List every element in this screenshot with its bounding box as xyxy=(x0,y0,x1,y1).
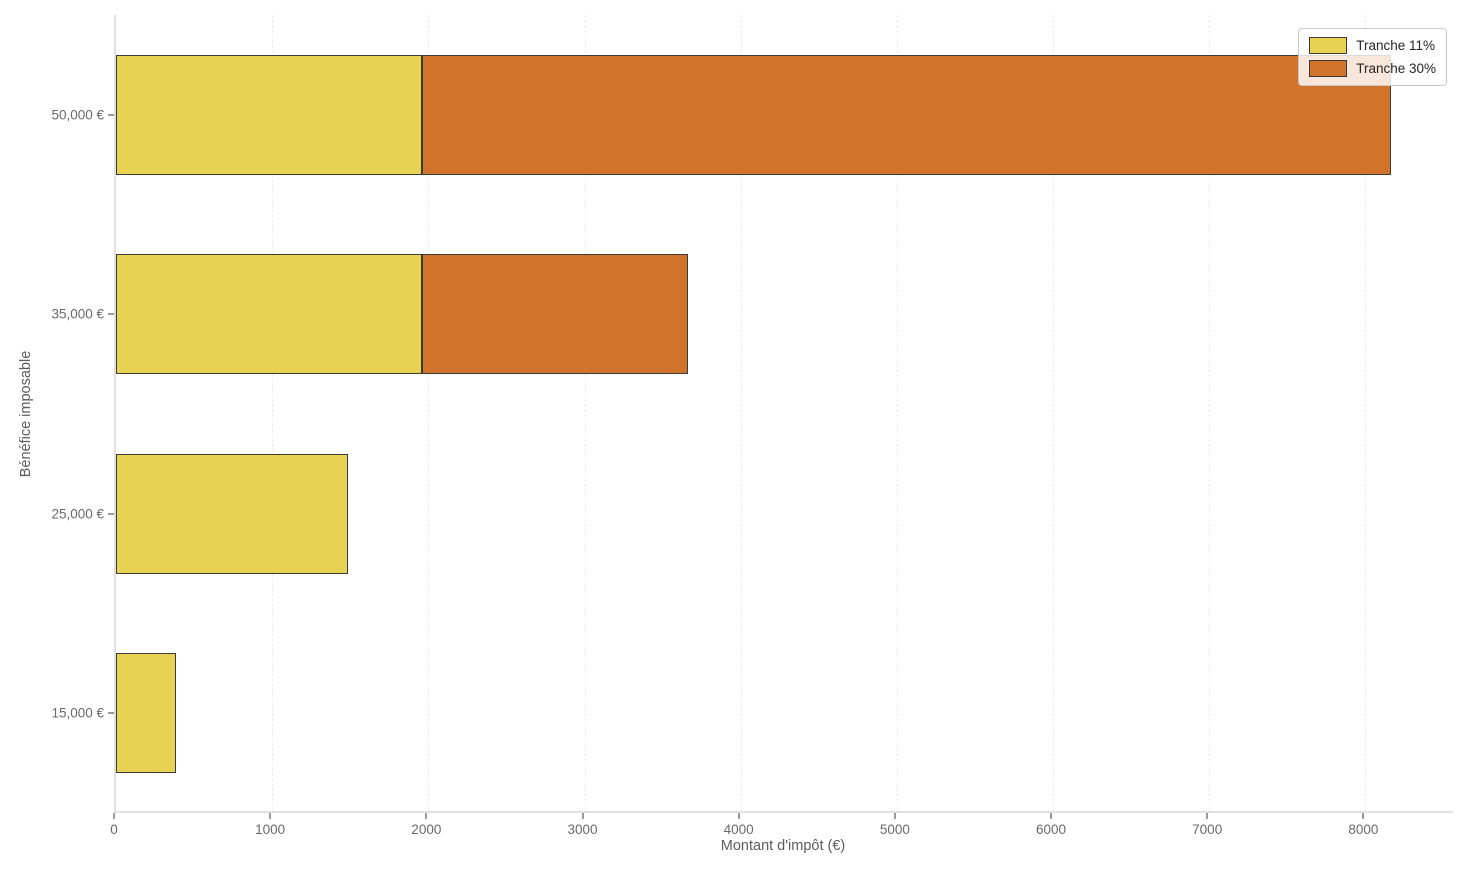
y-tick-mark-15000 xyxy=(108,712,114,715)
x-tick-mark-4000 xyxy=(737,813,740,819)
x-tick-label-3000: 3000 xyxy=(567,822,598,837)
x-tick-mark-6000 xyxy=(1050,813,1053,819)
bar-25000-tranche11 xyxy=(116,453,348,574)
legend-swatch-tranche11 xyxy=(1309,37,1348,54)
bar-50000-tranche30 xyxy=(422,54,1392,175)
y-tick-mark-25000 xyxy=(108,512,114,515)
legend-swatch-tranche30 xyxy=(1309,60,1348,77)
gridline-2000 xyxy=(428,15,430,811)
legend: Tranche 11% Tranche 30% xyxy=(1298,28,1447,86)
x-tick-label-8000: 8000 xyxy=(1348,822,1379,837)
x-tick-label-7000: 7000 xyxy=(1192,822,1223,837)
x-tick-mark-1000 xyxy=(269,813,272,819)
x-axis-label: Montant d'impôt (€) xyxy=(720,838,846,854)
x-tick-mark-5000 xyxy=(893,813,896,819)
gridline-4000 xyxy=(740,15,742,811)
bar-15000-tranche11 xyxy=(116,653,177,774)
x-tick-mark-3000 xyxy=(581,813,584,819)
gridline-1000 xyxy=(272,15,274,811)
bar-35000-tranche30 xyxy=(422,254,689,375)
bar-35000-tranche11 xyxy=(116,254,423,375)
y-tick-label-15000: 15,000 € xyxy=(51,705,104,721)
gridline-8000 xyxy=(1365,15,1367,811)
y-tick-label-35000: 35,000 € xyxy=(51,306,104,322)
gridline-3000 xyxy=(584,15,586,811)
legend-label-tranche11: Tranche 11% xyxy=(1356,38,1435,53)
plot-area xyxy=(114,15,1453,813)
y-tick-label-25000: 25,000 € xyxy=(51,506,104,522)
legend-item-tranche30: Tranche 30% xyxy=(1309,60,1436,77)
legend-label-tranche30: Tranche 30% xyxy=(1356,61,1436,76)
x-tick-mark-7000 xyxy=(1206,813,1209,819)
y-axis-label: Bénéfice imposable xyxy=(18,350,34,478)
x-tick-label-1000: 1000 xyxy=(255,822,286,837)
legend-item-tranche11: Tranche 11% xyxy=(1309,37,1436,54)
gridline-6000 xyxy=(1053,15,1055,811)
x-tick-label-5000: 5000 xyxy=(879,822,910,837)
x-tick-label-4000: 4000 xyxy=(723,822,754,837)
x-tick-mark-2000 xyxy=(425,813,428,819)
gridline-5000 xyxy=(896,15,898,811)
x-tick-mark-8000 xyxy=(1362,813,1365,819)
y-tick-label-50000: 50,000 € xyxy=(51,107,104,123)
y-tick-mark-35000 xyxy=(108,313,114,316)
x-tick-label-6000: 6000 xyxy=(1035,822,1067,837)
bar-50000-tranche11 xyxy=(116,54,423,175)
y-tick-mark-50000 xyxy=(108,113,114,116)
gridline-7000 xyxy=(1209,15,1211,811)
x-tick-label-0: 0 xyxy=(110,822,118,837)
x-tick-mark-0 xyxy=(113,813,115,819)
x-tick-label-2000: 2000 xyxy=(411,822,442,837)
